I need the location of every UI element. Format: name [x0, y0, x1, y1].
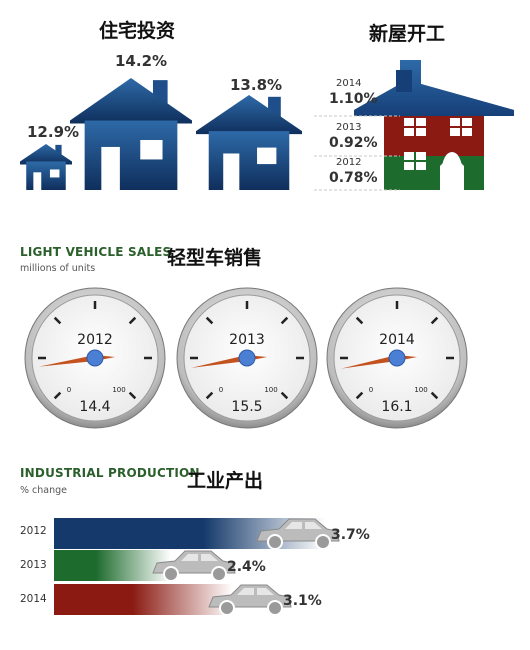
lvs-year-label: 2014 [379, 332, 415, 348]
ip-value-label: 2.4% [227, 559, 266, 575]
gauge-tick [280, 316, 289, 325]
res-inv-house-2 [196, 95, 302, 190]
ip-value-label: 3.1% [283, 593, 322, 609]
ip-value-label: 3.7% [331, 527, 370, 543]
ip-year-2013: 2013 [20, 559, 47, 571]
hs-year-2012: 2012 [336, 157, 362, 168]
ip-year-2014: 2014 [20, 593, 47, 605]
housing-starts-chart [314, 60, 514, 191]
ip-bar-2014: 3.1% [54, 584, 322, 616]
res-inv-label-1: 14.2% [115, 52, 168, 70]
lvs-subtitle: millions of units [20, 263, 96, 274]
gauge-tick [280, 391, 289, 400]
lvs-title-cn: 轻型车销售 [167, 247, 263, 269]
lvs-value-label: 15.5 [231, 399, 262, 415]
hs-door [440, 159, 464, 190]
ip-title: INDUSTRIAL PRODUCTION [20, 466, 200, 480]
lvs-scale-min: 0 [67, 386, 71, 394]
lvs-scale-min: 0 [219, 386, 223, 394]
gauge-tick [355, 316, 364, 325]
lvs-needle-hub [388, 349, 406, 367]
ip-car-icon [256, 518, 340, 550]
lvs-value-label: 16.1 [381, 399, 412, 415]
ip-title-cn: 工业产出 [187, 470, 264, 492]
ip-year-2012: 2012 [20, 525, 47, 537]
lvs-scale-max: 100 [264, 386, 277, 394]
lvs-scale-min: 0 [369, 386, 373, 394]
lvs-scale-max: 100 [414, 386, 427, 394]
housing-starts-title: 新屋开工 [369, 23, 446, 45]
lvs-title: LIGHT VEHICLE SALES [20, 245, 172, 259]
lvs-year-label: 2013 [229, 332, 265, 348]
hs-separators [314, 115, 400, 191]
gauge-tick [53, 316, 62, 325]
hs-window-mullions [404, 118, 472, 136]
gauge-tick [128, 391, 137, 400]
gauge-tick [430, 391, 439, 400]
res-inv-house-1 [70, 78, 192, 190]
residential-investment-chart [20, 78, 302, 190]
lvs-year-label: 2012 [77, 332, 113, 348]
ip-bar-2012: 3.7% [54, 518, 370, 550]
hs-year-2013: 2013 [336, 122, 362, 133]
ip-chart: 3.7% 2.4% 3.1% [54, 518, 370, 616]
ip-car-icon [152, 550, 236, 582]
residential-investment-title: 住宅投资 [99, 20, 176, 42]
lvs-value-label: 14.4 [79, 399, 110, 415]
lvs-needle-hub [238, 349, 256, 367]
res-inv-label-0: 12.9% [27, 123, 80, 141]
res-inv-house-0 [20, 144, 72, 190]
ip-subtitle: % change [20, 485, 68, 496]
res-inv-label-2: 13.8% [230, 76, 283, 94]
ip-car-icon [208, 584, 292, 616]
gauge-tick [205, 391, 214, 400]
hs-roof [354, 60, 514, 116]
gauge-tick [205, 316, 214, 325]
hs-value-2013: 0.92% [329, 135, 378, 151]
hs-year-2014: 2014 [336, 78, 362, 89]
hs-value-2014: 1.10% [329, 91, 378, 107]
gauge-tick [53, 391, 62, 400]
ip-bar-2013: 2.4% [54, 550, 266, 582]
hs-value-2012: 0.78% [329, 170, 378, 186]
gauge-tick [430, 316, 439, 325]
lvs-needle-hub [86, 349, 104, 367]
hs-chimney [396, 70, 412, 92]
gauge-tick [355, 391, 364, 400]
lvs-scale-max: 100 [112, 386, 125, 394]
gauge-tick [128, 316, 137, 325]
